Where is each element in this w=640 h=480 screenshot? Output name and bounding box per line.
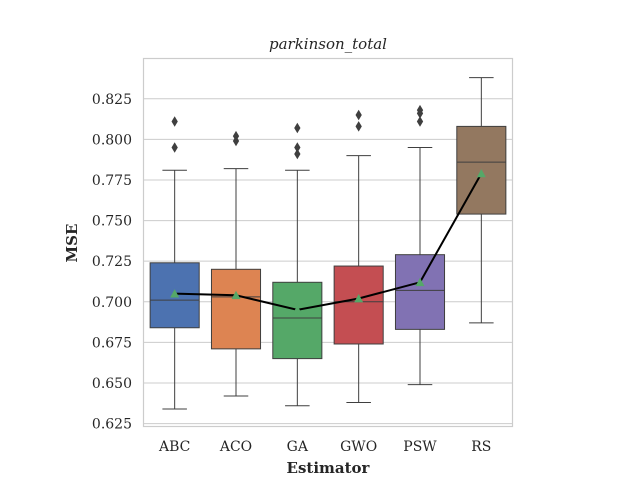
outlier-point (355, 121, 362, 132)
x-tick-labels: ABC ACO GA GWO PSW RS (158, 439, 491, 455)
mean-marker (354, 294, 364, 303)
y-tick-label: 0.725 (92, 254, 132, 270)
box-abc (149, 116, 200, 410)
mean-marker (292, 305, 302, 314)
box-iqr (333, 265, 384, 345)
y-axis-label: MSE (63, 224, 81, 263)
box-rs (456, 77, 507, 324)
box-aco (210, 130, 262, 397)
x-tick-label: ABC (158, 439, 190, 455)
outlier-point (294, 142, 301, 153)
mean-marker (170, 289, 180, 298)
box-iqr (272, 281, 323, 360)
outlier-point (294, 122, 301, 134)
box-ga (272, 122, 323, 407)
x-tick-label: RS (471, 439, 491, 455)
mean-marker (476, 168, 486, 178)
y-tick-label: 0.750 (92, 214, 132, 230)
y-tick-label: 0.675 (92, 335, 132, 351)
mean-marker (231, 290, 241, 300)
plot-frame (142, 57, 514, 428)
outlier-point (171, 116, 178, 127)
mean-line-group (170, 168, 486, 314)
outlier-point (416, 108, 424, 119)
boxes (149, 77, 507, 410)
outlier-point (416, 116, 424, 127)
x-tick-label: PSW (403, 439, 437, 455)
y-tick-label: 0.775 (92, 173, 132, 189)
x-axis-label: Estimator (287, 459, 371, 477)
x-tick-label: GA (287, 439, 309, 455)
outlier-point (171, 142, 178, 153)
y-tick-label: 0.825 (92, 92, 132, 108)
x-tick-label: ACO (219, 439, 252, 455)
y-tick-label: 0.625 (92, 417, 132, 433)
box-iqr (394, 254, 446, 330)
box-gwo (333, 109, 384, 403)
outlier-point (232, 135, 240, 147)
box-iqr (210, 268, 262, 350)
outlier-point (355, 109, 362, 121)
y-tick-labels: 0.625 0.650 0.675 0.700 0.725 0.750 0.775 0.800… (92, 92, 132, 433)
mean-line (174, 172, 483, 311)
outlier-point (294, 148, 301, 160)
y-tick-label: 0.700 (92, 295, 132, 311)
y-grid (144, 98, 512, 425)
y-tick-label: 0.800 (92, 132, 132, 148)
x-tick-label: GWO (340, 439, 377, 455)
box-psw (394, 104, 446, 386)
chart-title: parkinson_total (269, 35, 387, 53)
mean-marker (415, 277, 425, 287)
y-tick-label: 0.650 (92, 376, 132, 392)
